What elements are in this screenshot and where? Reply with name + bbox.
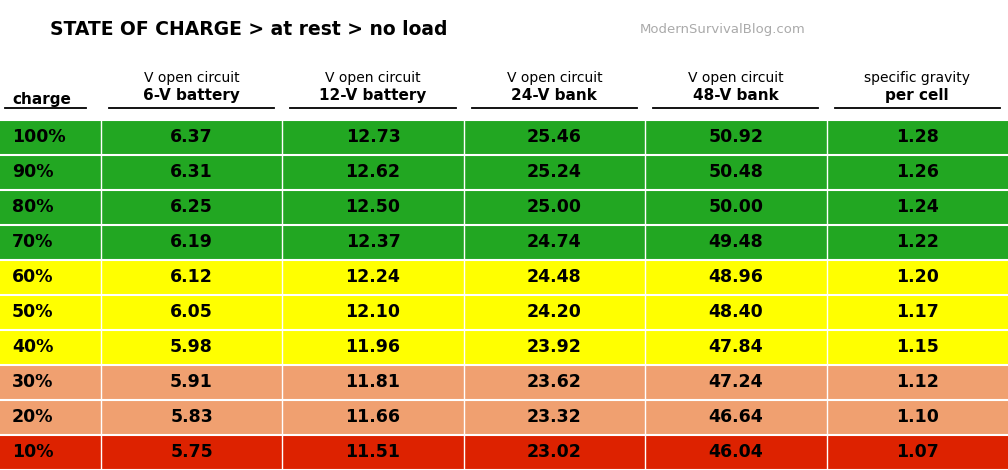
Text: 49.48: 49.48 xyxy=(709,234,763,251)
Text: 24-V bank: 24-V bank xyxy=(511,88,598,103)
Text: specific gravity: specific gravity xyxy=(864,70,971,85)
Bar xyxy=(0,365,1008,400)
Text: 40%: 40% xyxy=(12,338,53,356)
Text: 1.20: 1.20 xyxy=(896,268,938,286)
Bar xyxy=(0,120,1008,155)
Text: 1.17: 1.17 xyxy=(896,304,938,321)
Text: 20%: 20% xyxy=(12,408,53,426)
Text: 80%: 80% xyxy=(12,198,53,216)
Text: 50.00: 50.00 xyxy=(709,198,763,216)
Text: 1.26: 1.26 xyxy=(896,164,938,181)
Text: 11.96: 11.96 xyxy=(346,338,400,356)
Text: 5.75: 5.75 xyxy=(170,444,213,462)
Text: 24.20: 24.20 xyxy=(527,304,582,321)
Text: 6.25: 6.25 xyxy=(170,198,213,216)
Text: 60%: 60% xyxy=(12,268,53,286)
Bar xyxy=(0,155,1008,190)
Text: 23.32: 23.32 xyxy=(527,408,582,426)
Text: 1.10: 1.10 xyxy=(896,408,938,426)
Text: 11.51: 11.51 xyxy=(346,444,400,462)
Text: 6.05: 6.05 xyxy=(170,304,213,321)
Text: 12.62: 12.62 xyxy=(346,164,400,181)
Text: 1.22: 1.22 xyxy=(896,234,938,251)
Text: 1.07: 1.07 xyxy=(896,444,938,462)
Text: 5.98: 5.98 xyxy=(170,338,213,356)
Text: V open circuit: V open circuit xyxy=(144,70,239,85)
Text: 47.84: 47.84 xyxy=(709,338,763,356)
Bar xyxy=(0,295,1008,330)
Text: 25.00: 25.00 xyxy=(527,198,582,216)
Text: 23.62: 23.62 xyxy=(527,374,582,392)
Text: 1.15: 1.15 xyxy=(896,338,938,356)
Text: V open circuit: V open circuit xyxy=(688,70,783,85)
Text: 1.24: 1.24 xyxy=(896,198,938,216)
Text: 12.37: 12.37 xyxy=(346,234,400,251)
Text: V open circuit: V open circuit xyxy=(507,70,602,85)
Text: 25.46: 25.46 xyxy=(527,128,582,146)
Text: 23.92: 23.92 xyxy=(527,338,582,356)
Text: 12.10: 12.10 xyxy=(346,304,400,321)
Text: 48-V bank: 48-V bank xyxy=(692,88,779,103)
Text: 30%: 30% xyxy=(12,374,53,392)
Bar xyxy=(0,330,1008,365)
Text: 25.24: 25.24 xyxy=(527,164,582,181)
Text: ModernSurvivalBlog.com: ModernSurvivalBlog.com xyxy=(640,23,805,36)
Bar xyxy=(0,260,1008,295)
Text: 12.24: 12.24 xyxy=(346,268,400,286)
Text: 90%: 90% xyxy=(12,164,53,181)
Text: 100%: 100% xyxy=(12,128,66,146)
Text: 50.92: 50.92 xyxy=(709,128,763,146)
Text: 46.04: 46.04 xyxy=(709,444,763,462)
Text: 70%: 70% xyxy=(12,234,53,251)
Text: 6.12: 6.12 xyxy=(170,268,213,286)
Bar xyxy=(0,61,1008,120)
Bar xyxy=(0,0,1008,61)
Text: 5.83: 5.83 xyxy=(170,408,213,426)
Bar xyxy=(0,435,1008,470)
Text: 24.74: 24.74 xyxy=(527,234,582,251)
Text: 6-V battery: 6-V battery xyxy=(143,88,240,103)
Text: 50%: 50% xyxy=(12,304,53,321)
Text: 46.64: 46.64 xyxy=(709,408,763,426)
Text: 23.02: 23.02 xyxy=(527,444,582,462)
Text: per cell: per cell xyxy=(885,88,950,103)
Text: 50.48: 50.48 xyxy=(709,164,763,181)
Text: charge: charge xyxy=(12,92,71,107)
Text: 47.24: 47.24 xyxy=(709,374,763,392)
Text: 11.81: 11.81 xyxy=(346,374,400,392)
Text: 11.66: 11.66 xyxy=(346,408,400,426)
Text: 5.91: 5.91 xyxy=(170,374,213,392)
Text: 6.31: 6.31 xyxy=(170,164,213,181)
Text: 24.48: 24.48 xyxy=(527,268,582,286)
Text: 12.73: 12.73 xyxy=(346,128,400,146)
Bar xyxy=(0,190,1008,225)
Text: 48.96: 48.96 xyxy=(709,268,763,286)
Text: 10%: 10% xyxy=(12,444,53,462)
Text: 6.37: 6.37 xyxy=(170,128,213,146)
Bar xyxy=(0,225,1008,260)
Text: 1.28: 1.28 xyxy=(896,128,938,146)
Text: 12-V battery: 12-V battery xyxy=(320,88,426,103)
Text: STATE OF CHARGE > at rest > no load: STATE OF CHARGE > at rest > no load xyxy=(50,20,448,39)
Bar xyxy=(0,400,1008,435)
Text: V open circuit: V open circuit xyxy=(326,70,420,85)
Text: 48.40: 48.40 xyxy=(709,304,763,321)
Text: 1.12: 1.12 xyxy=(896,374,938,392)
Text: 12.50: 12.50 xyxy=(346,198,400,216)
Text: 6.19: 6.19 xyxy=(170,234,213,251)
